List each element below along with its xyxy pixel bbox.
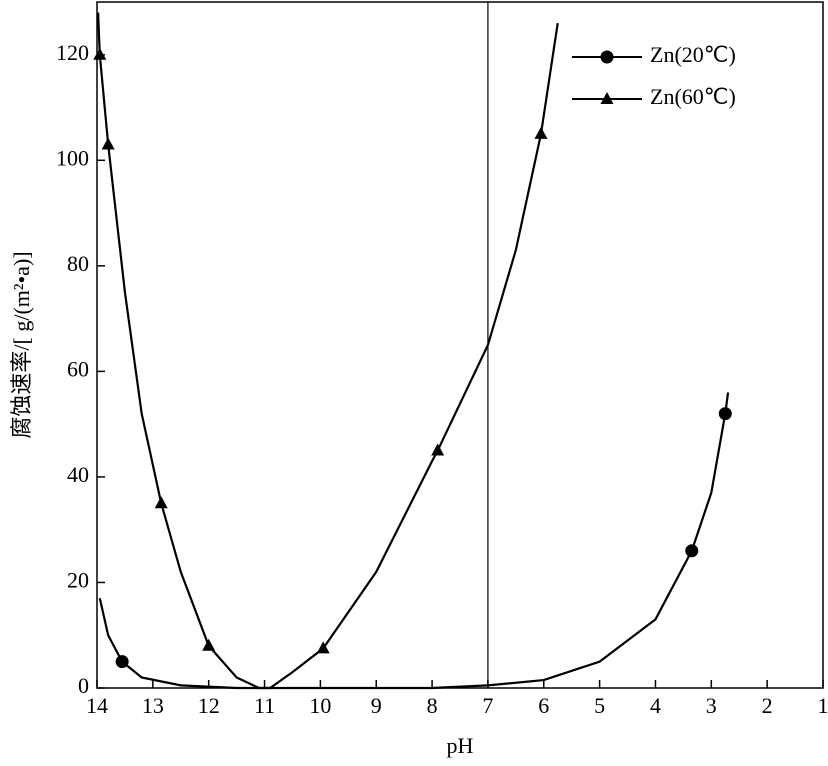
x-tick-label: 4	[650, 693, 661, 718]
x-tick-label: 8	[427, 693, 438, 718]
x-tick-label: 13	[142, 693, 164, 718]
y-tick-label: 100	[56, 145, 89, 170]
legend-marker	[600, 92, 614, 104]
x-tick-label: 9	[371, 693, 382, 718]
x-tick-label: 6	[538, 693, 549, 718]
y-tick-label: 120	[56, 40, 89, 65]
legend-label: Zn(60℃)	[650, 84, 736, 109]
marker	[93, 47, 107, 60]
x-tick-label: 12	[198, 693, 220, 718]
x-axis-label: pH	[447, 733, 474, 758]
x-tick-label: 10	[309, 693, 331, 718]
marker	[316, 641, 330, 654]
y-tick-label: 0	[78, 673, 89, 698]
x-tick-label: 5	[594, 693, 605, 718]
marker	[115, 655, 129, 669]
series-curve	[97, 12, 559, 690]
x-tick-label: 3	[706, 693, 717, 718]
marker	[202, 638, 216, 651]
series-curve	[98, 392, 730, 690]
y-tick-label: 40	[67, 462, 89, 487]
x-tick-label: 11	[254, 693, 275, 718]
x-tick-label: 1	[818, 693, 828, 718]
legend-marker	[600, 50, 614, 64]
legend-label: Zn(20℃)	[650, 42, 736, 67]
marker	[101, 137, 115, 150]
x-tick-label: 14	[86, 693, 108, 718]
marker	[718, 407, 732, 421]
y-tick-label: 80	[67, 251, 89, 276]
marker	[154, 496, 168, 509]
marker	[431, 443, 445, 456]
x-tick-label: 2	[762, 693, 773, 718]
plot-frame	[96, 1, 824, 689]
y-tick-label: 20	[67, 568, 89, 593]
y-axis-label: 腐蚀速率/[ g/(m²•a)]	[9, 251, 34, 438]
marker	[685, 544, 699, 558]
x-tick-label: 7	[482, 693, 493, 718]
y-tick-label: 60	[67, 356, 89, 381]
marker	[534, 126, 548, 139]
